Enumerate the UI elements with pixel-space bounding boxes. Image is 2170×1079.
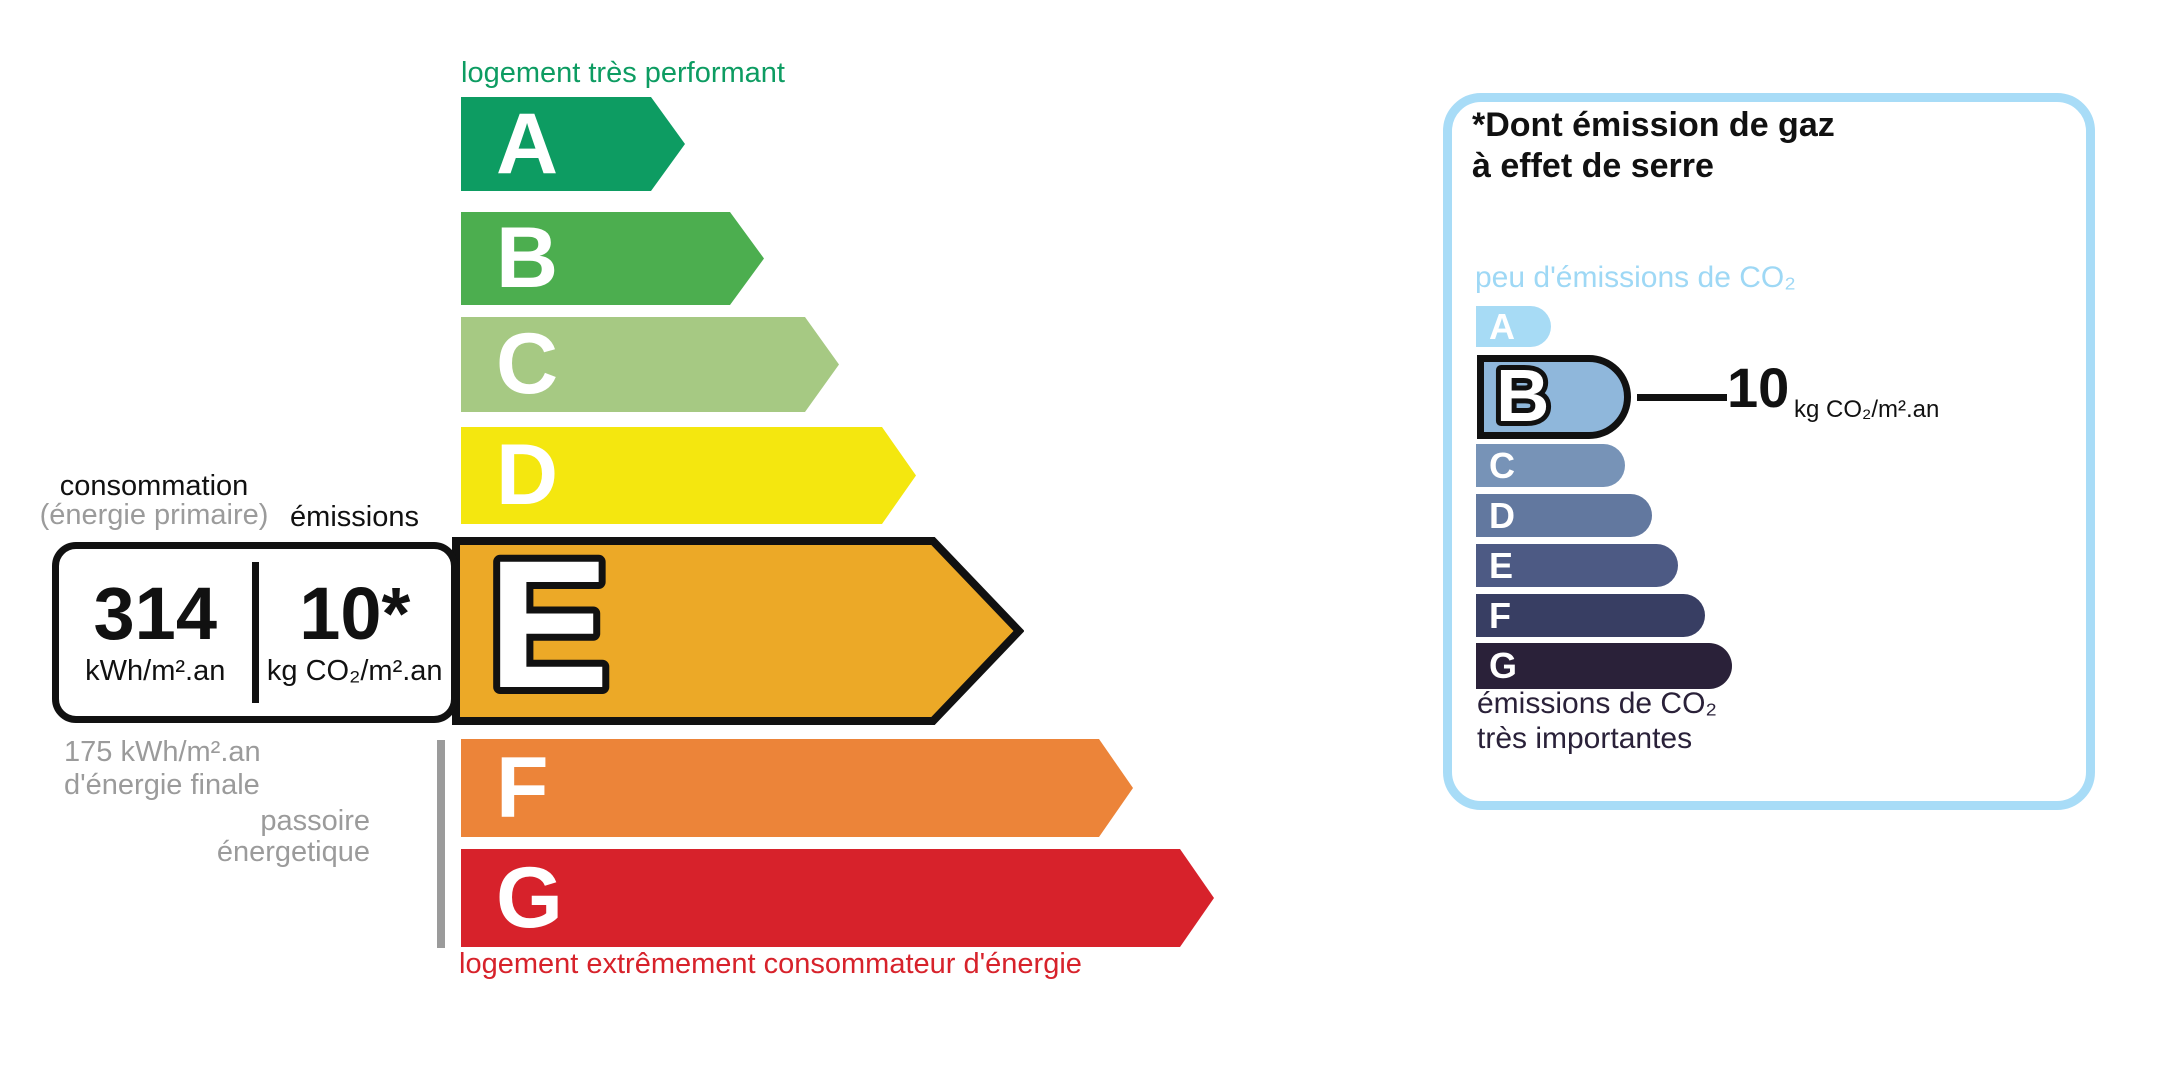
co2-low-emissions-label: peu d'émissions de CO₂ xyxy=(1475,261,1796,294)
final-energy-note: 175 kWh/m².an d'énergie finale xyxy=(64,736,261,802)
co2-high-emissions-label: émissions de CO₂ très importantes xyxy=(1477,686,1717,756)
consumption-label-line1: consommation xyxy=(59,470,249,502)
co2-class-bar-f: F xyxy=(1476,594,1705,637)
co2-class-letter-e: E xyxy=(1489,544,1514,586)
co2-high-emissions-line1: émissions de CO₂ xyxy=(1477,687,1718,720)
co2-class-bar-c: C xyxy=(1476,444,1625,487)
co2-class-bar-b-current: B xyxy=(1477,349,1631,442)
energy-class-letter-d: D xyxy=(496,427,559,523)
energy-class-letter-b: B xyxy=(496,210,559,306)
energy-class-bar-a: A xyxy=(461,97,685,191)
energy-class-letter-a: A xyxy=(496,95,559,192)
final-energy-note-line1: 175 kWh/m².an xyxy=(64,736,261,768)
co2-class-bar-g: G xyxy=(1476,643,1732,689)
energy-class-letter-f: F xyxy=(496,739,549,836)
consumption-label: consommation (énergie primaire) xyxy=(38,472,270,530)
co2-class-bar-d: D xyxy=(1476,494,1652,537)
co2-panel-title-line2: à effet de serre xyxy=(1472,147,1714,185)
co2-class-letter-a: A xyxy=(1489,305,1515,347)
consumption-label-line2: (énergie primaire) xyxy=(39,499,269,531)
energy-sieve-note-line1: passoire xyxy=(260,805,370,837)
energy-class-letter-e-current: E xyxy=(488,537,609,725)
energy-class-letter-c: C xyxy=(496,316,559,412)
consumption-cell: 314 kWh/m².an xyxy=(59,549,252,716)
consumption-unit: kWh/m².an xyxy=(85,655,226,687)
emissions-unit: kg CO₂/m².an xyxy=(266,655,443,687)
co2-class-letter-f: F xyxy=(1489,594,1511,636)
value-box-divider xyxy=(251,562,259,703)
emissions-cell: 10* kg CO₂/m².an xyxy=(259,549,452,716)
emissions-value: 10* xyxy=(299,572,411,655)
co2-class-letter-d: D xyxy=(1489,494,1515,536)
co2-class-letter-c: C xyxy=(1489,444,1515,486)
co2-high-emissions-line2: très importantes xyxy=(1477,722,1693,755)
co2-class-letter-g: G xyxy=(1489,645,1518,686)
energy-sieve-note: passoire énergetique xyxy=(170,806,370,868)
final-energy-note-line2: d'énergie finale xyxy=(64,769,260,801)
co2-class-bar-e: E xyxy=(1476,544,1678,587)
co2-panel-title: *Dont émission de gaz à effet de serre xyxy=(1472,105,1835,187)
energy-class-bar-d: D xyxy=(461,427,916,524)
energy-class-bar-e-current: E xyxy=(452,537,1024,725)
co2-class-bar-a: A xyxy=(1476,306,1551,347)
energy-class-letter-g: G xyxy=(496,849,563,946)
consumption-value: 314 xyxy=(93,572,217,655)
current-rating-value-box: 314 kWh/m².an 10* kg CO₂/m².an xyxy=(52,542,458,723)
co2-value-unit: kg CO₂/m².an xyxy=(1794,396,1940,423)
co2-value: 10 xyxy=(1727,356,1790,419)
co2-value-connector-line xyxy=(1637,394,1727,401)
energy-class-bar-b: B xyxy=(461,212,764,305)
co2-class-b-letter-svg: B xyxy=(1491,349,1554,442)
energy-sieve-note-line2: énergetique xyxy=(216,836,370,868)
sieve-bracket-rule xyxy=(437,740,445,948)
co2-panel-title-line1: *Dont émission de gaz xyxy=(1472,106,1835,144)
energy-class-bar-c: C xyxy=(461,317,839,412)
energy-class-bar-g: G xyxy=(461,849,1214,947)
top-performance-label: logement très performant xyxy=(461,57,785,89)
emissions-label: émissions xyxy=(290,501,419,533)
co2-class-letter-b-current: B xyxy=(1496,362,1549,432)
energy-class-bar-f: F xyxy=(461,739,1133,837)
bottom-performance-label: logement extrêmement consommateur d'éner… xyxy=(459,948,1082,980)
